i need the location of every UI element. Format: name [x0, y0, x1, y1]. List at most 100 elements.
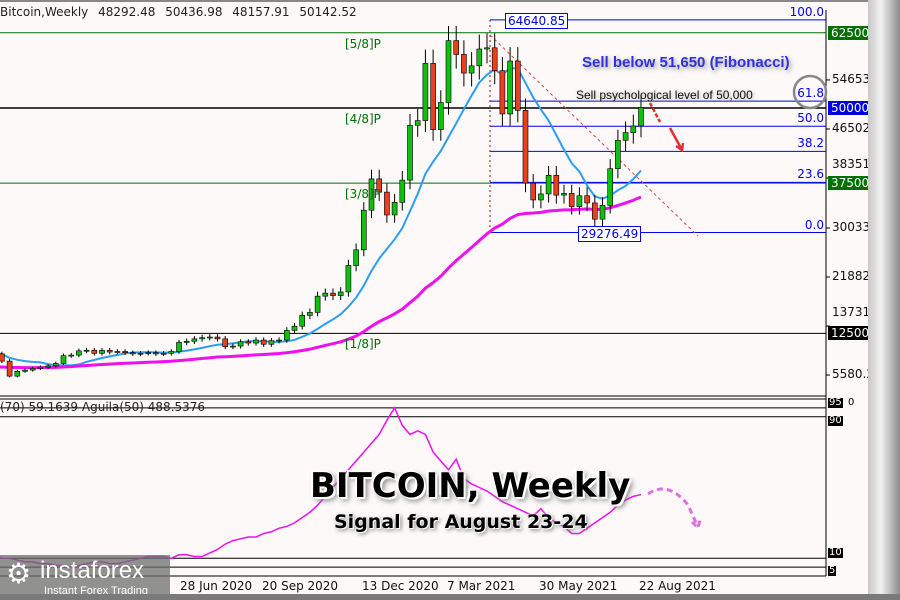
bull-candle [576, 195, 583, 207]
bull-candle [545, 174, 552, 195]
gear-icon: ⚙ [6, 558, 32, 589]
osc-level-label: 10 [828, 547, 843, 559]
bear-candle [245, 341, 252, 344]
bear-candle [384, 191, 390, 216]
bear-candle [584, 195, 590, 204]
bull-candle [230, 345, 236, 348]
bear-candle [568, 193, 575, 207]
bull-candle [52, 363, 59, 367]
bear-candle [6, 360, 13, 377]
bull-candle [45, 365, 51, 368]
fib-level-label: 23.6 [797, 167, 824, 182]
bull-candle [83, 349, 90, 352]
murrey-label: [1/8]P [345, 337, 381, 352]
bull-candle [307, 312, 313, 316]
bull-candle [507, 60, 513, 115]
bull-candle [191, 338, 198, 342]
bear-candle [222, 338, 228, 347]
bull-candle [268, 340, 275, 345]
bull-candle [437, 102, 444, 130]
frame-right [868, 0, 900, 600]
ma-fast-line [0, 66, 642, 367]
close-value: 50142.52 [299, 5, 357, 19]
bear-candle [453, 40, 460, 55]
time-tick-label: 28 Jun 2020 [180, 579, 253, 593]
bull-candle [237, 341, 244, 347]
bull-candle [299, 315, 306, 327]
bull-candle [615, 140, 621, 169]
bull-candle [276, 339, 282, 342]
down-arrow-icon [648, 102, 662, 123]
osc-level-label: 5 [828, 565, 837, 577]
bear-candle [214, 336, 221, 340]
bull-candle [176, 342, 182, 352]
bull-candle [599, 205, 606, 220]
bull-candle [630, 125, 637, 133]
highlight-circle [792, 74, 828, 110]
bull-candle [345, 265, 352, 293]
bull-candle [60, 355, 67, 364]
bull-candle [391, 202, 398, 216]
fib-level-label: 38.2 [797, 136, 824, 151]
bear-candle [91, 349, 98, 354]
bear-candle [122, 351, 128, 353]
bear-candle [0, 353, 5, 362]
bull-candle [422, 63, 429, 121]
bull-candle [253, 339, 259, 344]
murrey-label: [3/8]P [345, 187, 381, 202]
murrey-label: [4/8]P [345, 111, 381, 126]
time-tick-label: 7 Mar 2021 [447, 579, 516, 593]
fib-level-label: 50.0 [797, 111, 824, 126]
bear-candle [461, 54, 467, 74]
bull-candle [99, 349, 105, 354]
bear-candle [330, 292, 336, 296]
bull-candle [468, 65, 475, 74]
bull-candle [337, 291, 344, 296]
bull-candle [476, 48, 483, 67]
bear-candle [530, 182, 537, 201]
fib-level-label: 100.0 [789, 4, 824, 19]
bull-candle [638, 107, 644, 127]
fib-high-label: 64640.85 [505, 13, 569, 29]
bull-candle [399, 179, 406, 203]
bull-candle [14, 371, 21, 377]
fib-level-label: 61.8 [797, 86, 824, 101]
bull-candle [538, 193, 544, 201]
low-value: 48157.91 [232, 5, 290, 19]
trend-line [489, 34, 699, 237]
bull-candle [353, 249, 359, 266]
logo-name: instaforex [40, 557, 145, 584]
bull-candle [168, 351, 175, 354]
bull-candle [407, 125, 413, 181]
frame-bottom [0, 594, 900, 600]
bull-candle [137, 352, 144, 355]
bear-candle [491, 47, 498, 71]
bull-candle [76, 350, 82, 356]
time-tick-label: 20 Sep 2020 [262, 579, 339, 593]
frame-top [0, 0, 870, 2]
bull-candle [207, 336, 213, 339]
bull-candle [283, 330, 290, 341]
forecast-arrow-icon [647, 487, 702, 531]
bull-candle [368, 178, 375, 211]
bull-candle [114, 351, 121, 353]
bear-candle [514, 60, 521, 111]
time-tick-label: 13 Dec 2020 [362, 579, 439, 593]
bull-candle [199, 337, 205, 340]
bull-candle [183, 340, 190, 343]
open-value: 48292.48 [98, 5, 156, 19]
bull-candle [160, 352, 167, 355]
bear-candle [522, 110, 529, 184]
bull-candle [37, 366, 44, 369]
chart-header: Bitcoin,Weekly 48292.48 50436.98 48157.9… [0, 5, 363, 19]
sell-psych-annotation: Sell psychological level of 50,000 [576, 88, 753, 102]
bull-candle [68, 354, 74, 357]
bull-candle [622, 132, 629, 141]
bull-candle [145, 352, 151, 354]
bear-candle [153, 352, 159, 355]
overlay-subtitle: Signal for August 23-24 [334, 511, 588, 533]
bear-candle [430, 63, 436, 130]
bull-candle [561, 193, 567, 196]
bull-candle [22, 369, 28, 372]
